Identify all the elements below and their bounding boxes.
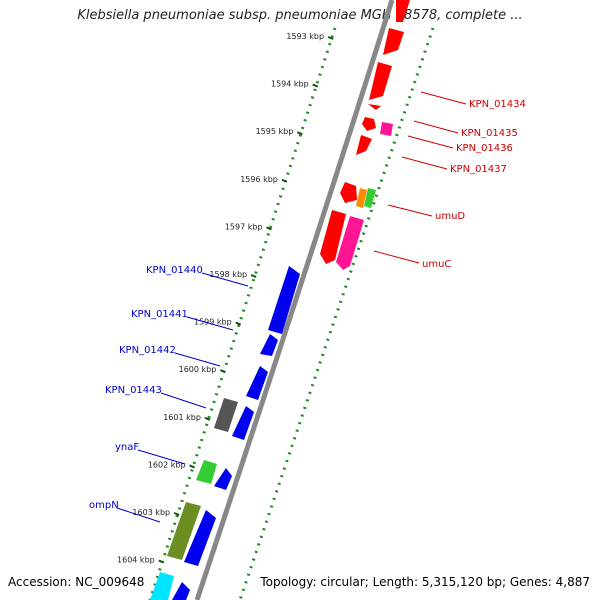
gene-red-3[interactable]	[369, 62, 392, 100]
tick-mark	[158, 559, 165, 564]
gene-red-5[interactable]	[362, 117, 376, 131]
label-KPN_01434[interactable]: KPN_01434	[469, 99, 526, 110]
reverse-genes	[150, 266, 300, 600]
tick-mark	[219, 369, 226, 374]
backbone-arc	[194, 0, 395, 600]
gene-blue-2[interactable]	[214, 468, 232, 490]
gene-magenta-1[interactable]	[380, 122, 393, 136]
tick-label: 1595 kbp	[256, 127, 294, 136]
topology-text: Topology: circular; Length: 5,315,120 bp…	[260, 575, 590, 589]
tick-label: 1600 kbp	[179, 365, 217, 374]
label-KPN_01437[interactable]: KPN_01437	[450, 164, 507, 175]
forward-genes	[320, 0, 410, 270]
tick-mark	[327, 36, 334, 40]
left-labels: KPN_01440 KPN_01441 KPN_01442 KPN_01443 …	[89, 265, 249, 523]
gene-red-6[interactable]	[356, 135, 372, 155]
gene-blue-KPN_01440[interactable]	[268, 266, 300, 334]
tick-label: 1599 kbp	[194, 318, 232, 327]
tick-mark	[189, 464, 195, 469]
label-ompN[interactable]: ompN	[89, 500, 119, 511]
gene-green-ynaF[interactable]	[196, 460, 217, 484]
tick-label: 1601 kbp	[163, 413, 201, 422]
gene-blue-1[interactable]	[232, 406, 254, 440]
tick-mark	[281, 178, 288, 183]
tick-label: 1593 kbp	[286, 32, 324, 41]
tick-label: 1603 kbp	[132, 508, 170, 517]
tick-mark	[235, 321, 242, 326]
label-KPN_01436[interactable]: KPN_01436	[456, 143, 513, 154]
label-KPN_01442[interactable]: KPN_01442	[119, 345, 176, 356]
label-KPN_01443[interactable]: KPN_01443	[105, 385, 162, 396]
gene-cyan[interactable]	[150, 572, 174, 600]
gene-olive-ompN[interactable]	[167, 502, 201, 560]
label-KPN_01435[interactable]: KPN_01435	[461, 128, 518, 139]
gene-green-1[interactable]	[364, 188, 376, 208]
gene-blue-3[interactable]	[184, 510, 216, 566]
tick-mark	[296, 131, 303, 136]
gene-blue-KPN_01441[interactable]	[260, 334, 278, 356]
label-KPN_01440[interactable]: KPN_01440	[146, 265, 203, 276]
gene-red-umuD[interactable]	[320, 210, 346, 264]
tick-label: 1598 kbp	[209, 270, 247, 279]
tick-mark	[312, 83, 319, 88]
tick-label: 1596 kbp	[240, 175, 278, 184]
tick-mark	[204, 416, 211, 421]
tick-marks: 1593 kbp 1594 kbp 1595 kbp 1596 kbp 1597 kbp…	[117, 32, 334, 565]
tick-mark	[250, 274, 257, 278]
outer-dotted-line	[238, 27, 435, 600]
tick-label: 1602 kbp	[148, 460, 186, 469]
gene-red-2[interactable]	[383, 28, 404, 55]
gene-red-7[interactable]	[340, 182, 357, 203]
right-labels: KPN_01434 KPN_01435 KPN_01436 KPN_01437 …	[373, 91, 526, 270]
tick-label: 1597 kbp	[225, 222, 263, 231]
gene-red-1[interactable]	[396, 0, 410, 22]
tick-label: 1594 kbp	[271, 80, 309, 89]
label-umuD[interactable]: umuD	[435, 211, 465, 222]
tick-label: 1604 kbp	[117, 556, 155, 565]
gene-orange[interactable]	[356, 188, 367, 208]
gene-blue-4[interactable]	[172, 582, 190, 600]
label-umuC[interactable]: umuC	[422, 259, 451, 270]
gene-blue-KPN_01442[interactable]	[246, 366, 268, 400]
label-ynaF[interactable]: ynaF	[115, 442, 139, 453]
accession-text: Accession: NC_009648	[8, 575, 145, 589]
map-title: Klebsiella pneumoniae subsp. pneumoniae …	[77, 8, 523, 23]
tick-mark	[173, 512, 180, 516]
gene-gray-KPN_01443[interactable]	[214, 398, 238, 432]
gene-red-4[interactable]	[368, 104, 381, 110]
label-KPN_01441[interactable]: KPN_01441	[131, 309, 188, 320]
tick-mark	[266, 226, 272, 231]
gene-magenta-umuC[interactable]	[336, 216, 364, 270]
